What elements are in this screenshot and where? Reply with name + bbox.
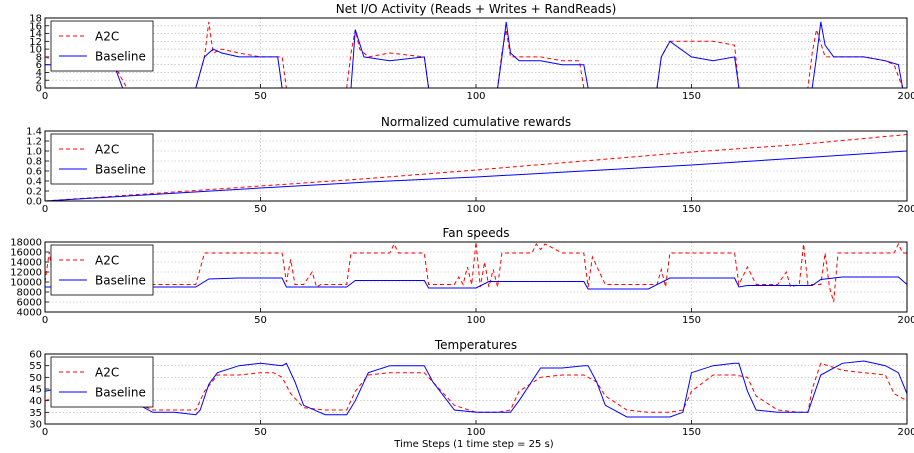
- y-tick-label: 18: [29, 14, 42, 25]
- y-tick-label: 1.0: [26, 147, 42, 158]
- y-tick-label: 0: [36, 84, 42, 95]
- chart-title: Normalized cumulative rewards: [381, 115, 571, 129]
- y-tick-label: 10: [29, 45, 42, 56]
- series-line-a2c: [45, 21, 904, 88]
- y-tick-label: 4000: [17, 308, 42, 319]
- series-line-a2c: [45, 362, 907, 413]
- y-tick-label: 4: [36, 68, 42, 79]
- y-tick-label: 16000: [10, 248, 42, 259]
- axes-frame: [44, 130, 908, 202]
- x-tick-label: 100: [466, 315, 485, 326]
- legend-label: A2C: [95, 30, 119, 44]
- y-tick-label: 0.4: [26, 177, 42, 188]
- x-tick-label: 50: [254, 315, 267, 326]
- y-tick-label: 1.2: [26, 137, 42, 148]
- x-tick-label: 150: [682, 204, 701, 215]
- legend: A2C Baseline: [50, 20, 154, 72]
- x-tick-label: 0: [42, 315, 48, 326]
- x-tick-label: 50: [254, 204, 267, 215]
- x-tick-label: 200: [897, 91, 914, 102]
- x-tick-label: 50: [254, 427, 267, 438]
- y-tick-label: 40: [29, 396, 42, 407]
- y-tick-label: 16: [29, 21, 42, 32]
- x-tick-label: 100: [466, 427, 485, 438]
- chart-title: Fan speeds: [442, 226, 509, 240]
- y-tick-label: 14000: [10, 258, 42, 269]
- x-tick-label: 200: [897, 315, 914, 326]
- y-tick-label: 14: [29, 29, 42, 40]
- chart-panel-1: Net I/O Activity (Reads + Writes + RandR…: [29, 2, 914, 102]
- y-tick-label: 30: [29, 420, 42, 431]
- legend-label: A2C: [95, 366, 119, 380]
- y-tick-label: 60: [29, 350, 42, 361]
- legend-label: Baseline: [95, 274, 146, 288]
- legend-label: Baseline: [95, 163, 146, 177]
- chart-title: Temperatures: [434, 338, 517, 352]
- y-tick-label: 35: [29, 408, 42, 419]
- series-line-baseline: [45, 360, 907, 418]
- series-line-baseline: [45, 150, 907, 201]
- y-tick-label: 12: [29, 37, 42, 48]
- axes-frame: [44, 17, 908, 89]
- x-tick-label: 150: [682, 427, 701, 438]
- legend: A2C Baseline: [50, 244, 154, 296]
- legend-label: A2C: [95, 143, 119, 157]
- axes-frame: [44, 241, 908, 313]
- chart-title: Net I/O Activity (Reads + Writes + RandR…: [336, 2, 617, 16]
- x-tick-label: 100: [466, 204, 485, 215]
- x-tick-label: 200: [897, 204, 914, 215]
- x-tick-label: 0: [42, 204, 48, 215]
- y-tick-label: 18000: [10, 238, 42, 249]
- y-tick-label: 12000: [10, 268, 42, 279]
- y-tick-label: 45: [29, 385, 42, 396]
- y-tick-label: 0.8: [26, 157, 42, 168]
- x-tick-label: 50: [254, 91, 267, 102]
- legend-label: Baseline: [95, 386, 146, 400]
- legend: A2C Baseline: [50, 133, 154, 185]
- y-tick-label: 0.2: [26, 187, 42, 198]
- x-tick-label: 150: [682, 315, 701, 326]
- y-tick-label: 8: [36, 52, 42, 63]
- series-line-baseline: [45, 21, 904, 88]
- y-tick-label: 6000: [17, 298, 42, 309]
- y-tick-label: 0.6: [26, 167, 42, 178]
- chart-panel-3: Fan speeds 400060008000100001200014000160…: [10, 226, 914, 326]
- y-tick-label: 50: [29, 373, 42, 384]
- y-tick-label: 10000: [10, 278, 42, 289]
- legend-label: A2C: [95, 254, 119, 268]
- x-tick-label: 0: [42, 91, 48, 102]
- panels: Net I/O Activity (Reads + Writes + RandR…: [10, 2, 914, 438]
- x-tick-label: 0: [42, 427, 48, 438]
- y-tick-label: 55: [29, 361, 42, 372]
- series-line-baseline: [45, 276, 907, 290]
- y-tick-label: 1.4: [26, 127, 42, 138]
- y-tick-label: 2: [36, 76, 42, 87]
- series-line-a2c: [45, 242, 907, 303]
- legend: A2C Baseline: [50, 356, 154, 408]
- y-tick-label: 0.0: [26, 197, 42, 208]
- y-tick-label: 8000: [17, 288, 42, 299]
- x-axis-label: Time Steps (1 time step = 25 s): [393, 439, 554, 450]
- x-tick-label: 150: [682, 91, 701, 102]
- y-tick-label: 6: [36, 60, 42, 71]
- x-tick-label: 100: [466, 91, 485, 102]
- chart-panel-2: Normalized cumulative rewards0.00.20.40.…: [26, 115, 914, 215]
- x-tick-label: 200: [897, 427, 914, 438]
- axes-frame: [44, 353, 908, 425]
- legend-label: Baseline: [95, 50, 146, 64]
